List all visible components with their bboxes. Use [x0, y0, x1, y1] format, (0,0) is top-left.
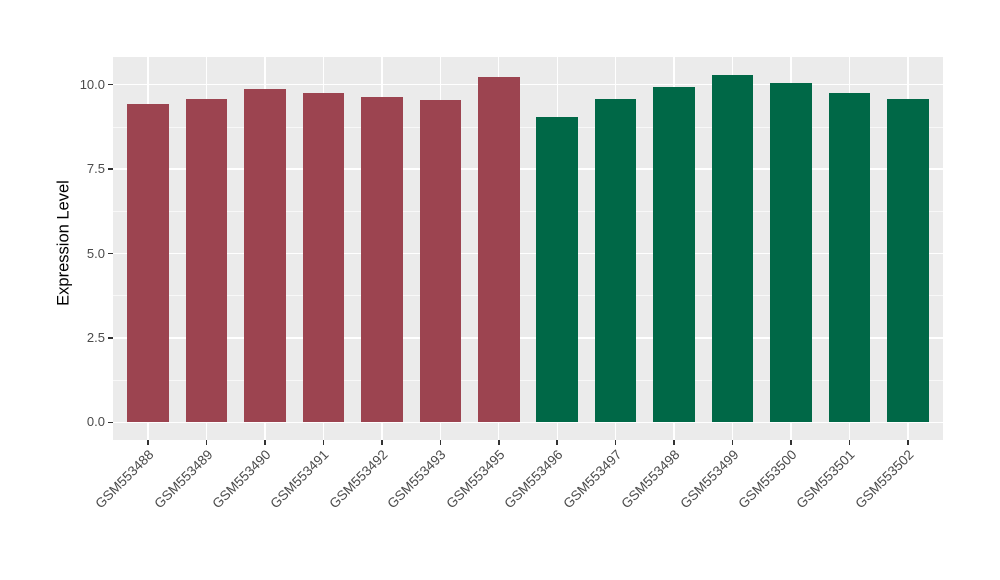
bar-GSM553502 [887, 99, 929, 423]
bar-GSM553491 [302, 93, 345, 423]
x-tick-mark [673, 440, 675, 445]
y-tick-label: 2.5 [86, 330, 105, 345]
bar-GSM553497 [594, 98, 637, 423]
bar-GSM553493 [419, 99, 462, 423]
y-tick-mark [108, 168, 113, 170]
x-tick-mark [498, 440, 500, 445]
y-tick-mark [108, 83, 113, 86]
x-tick-mark [205, 440, 208, 445]
y-tick-mark [108, 337, 113, 339]
bar-GSM553498 [653, 86, 695, 423]
x-tick-mark [556, 440, 558, 445]
x-tick-mark [381, 440, 383, 445]
y-axis-title: Expression Level [54, 180, 73, 306]
major-gridline [113, 252, 943, 255]
bar-GSM553501 [828, 93, 871, 423]
minor-gridline [113, 126, 943, 128]
major-gridline [113, 421, 943, 424]
x-tick-mark [264, 440, 266, 445]
bar-GSM553490 [244, 89, 286, 423]
y-tick-label: 10.0 [79, 76, 105, 92]
bar-GSM553489 [185, 99, 228, 423]
y-tick-mark [108, 252, 113, 255]
minor-gridline [113, 295, 943, 297]
bar-GSM553488 [127, 103, 169, 423]
x-tick-mark [614, 440, 617, 445]
minor-gridline [113, 379, 943, 381]
minor-gridline [113, 210, 943, 212]
x-tick-mark [731, 440, 734, 445]
y-tick-label: 5.0 [86, 245, 105, 261]
x-tick-mark [439, 440, 442, 445]
bar-GSM553492 [361, 97, 403, 423]
x-tick-label: GSM553488 [92, 447, 157, 512]
x-tick-mark [848, 440, 851, 445]
major-gridline [113, 337, 943, 339]
x-tick-mark [907, 440, 909, 445]
y-tick-label: 0.0 [86, 414, 105, 430]
bar-GSM553500 [770, 83, 812, 423]
y-tick-mark [108, 421, 113, 424]
major-gridline [113, 83, 943, 86]
plot-panel [113, 57, 943, 440]
x-tick-mark [322, 440, 325, 445]
major-gridline [113, 168, 943, 170]
bar-GSM553499 [711, 74, 754, 423]
x-tick-mark [790, 440, 792, 445]
bar-GSM553496 [536, 117, 578, 423]
x-tick-mark [147, 440, 149, 445]
y-tick-label: 7.5 [86, 161, 105, 177]
bar-GSM553495 [478, 76, 520, 423]
